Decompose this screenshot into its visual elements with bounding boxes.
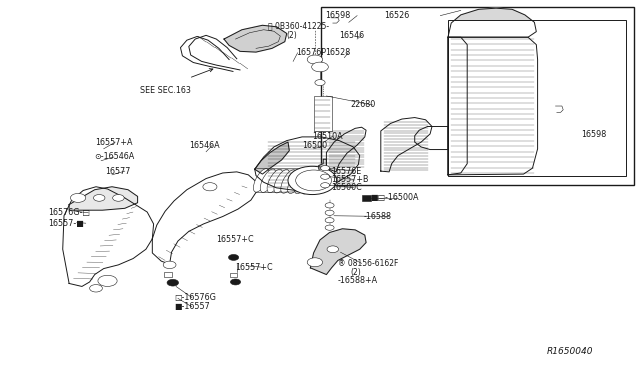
Polygon shape <box>255 137 360 190</box>
Text: 16598: 16598 <box>581 130 606 139</box>
Ellipse shape <box>287 170 303 193</box>
Circle shape <box>312 62 328 72</box>
Text: 16557+C: 16557+C <box>236 263 273 272</box>
Bar <box>314 96 332 131</box>
Circle shape <box>230 279 241 285</box>
Polygon shape <box>69 187 138 210</box>
Ellipse shape <box>294 170 310 194</box>
Text: 16576P: 16576P <box>296 48 326 57</box>
Ellipse shape <box>281 170 296 193</box>
Text: ⊙-16546A: ⊙-16546A <box>95 153 135 161</box>
Polygon shape <box>448 37 538 175</box>
Text: (2): (2) <box>287 31 298 40</box>
Text: 16546: 16546 <box>339 31 364 40</box>
Text: □-16576G: □-16576G <box>174 293 216 302</box>
Text: 16576E: 16576E <box>332 167 362 176</box>
Text: -16588: -16588 <box>364 212 392 221</box>
Ellipse shape <box>267 169 283 193</box>
Polygon shape <box>448 37 467 175</box>
Polygon shape <box>415 126 448 150</box>
Circle shape <box>307 55 323 64</box>
Circle shape <box>113 195 124 201</box>
Circle shape <box>98 275 117 286</box>
Bar <box>448 20 626 176</box>
Circle shape <box>325 225 334 230</box>
Ellipse shape <box>253 169 269 192</box>
Circle shape <box>321 183 330 188</box>
Bar <box>230 273 237 277</box>
Circle shape <box>167 279 179 286</box>
Circle shape <box>296 170 332 191</box>
Bar <box>362 195 371 201</box>
Ellipse shape <box>301 171 317 194</box>
Circle shape <box>203 183 217 191</box>
Polygon shape <box>319 159 326 169</box>
Text: Ⓢ 0B360-41225-: Ⓢ 0B360-41225- <box>268 22 329 31</box>
Text: 16500: 16500 <box>302 141 327 150</box>
Circle shape <box>327 246 339 253</box>
Text: SEE SEC.163: SEE SEC.163 <box>140 86 190 94</box>
Circle shape <box>163 261 176 269</box>
Text: 16576G-□: 16576G-□ <box>48 208 90 217</box>
Text: R1650040: R1650040 <box>547 347 594 356</box>
Ellipse shape <box>274 170 289 193</box>
Circle shape <box>70 193 86 202</box>
Polygon shape <box>63 187 154 286</box>
Polygon shape <box>255 142 289 174</box>
Circle shape <box>325 210 334 215</box>
Bar <box>321 7 634 185</box>
Text: 16557-■: 16557-■ <box>48 219 84 228</box>
Polygon shape <box>224 25 287 52</box>
Text: ■□-16500A: ■□-16500A <box>370 193 419 202</box>
Text: 16557+C: 16557+C <box>216 235 254 244</box>
Polygon shape <box>152 172 257 264</box>
Circle shape <box>296 171 328 190</box>
Bar <box>164 272 172 277</box>
Text: 16557+A: 16557+A <box>95 138 132 147</box>
Circle shape <box>315 80 325 86</box>
Text: 16546A: 16546A <box>189 141 220 150</box>
Ellipse shape <box>260 169 276 192</box>
Text: 16557+B: 16557+B <box>332 175 369 184</box>
Text: 16528: 16528 <box>325 48 350 57</box>
Text: (2): (2) <box>351 268 362 277</box>
Polygon shape <box>448 8 536 37</box>
Text: 16510A: 16510A <box>312 132 343 141</box>
Polygon shape <box>326 127 366 172</box>
Text: 16500C: 16500C <box>332 183 362 192</box>
Circle shape <box>325 203 334 208</box>
Text: ■-16557: ■-16557 <box>174 302 210 311</box>
Text: 16577: 16577 <box>106 167 131 176</box>
Circle shape <box>288 166 337 195</box>
Polygon shape <box>310 229 366 275</box>
Text: 16526: 16526 <box>384 11 409 20</box>
Circle shape <box>321 166 330 171</box>
Circle shape <box>90 285 102 292</box>
Circle shape <box>93 195 105 201</box>
Polygon shape <box>381 118 432 172</box>
Circle shape <box>325 218 334 223</box>
Text: 22680: 22680 <box>351 100 376 109</box>
Circle shape <box>228 254 239 260</box>
Text: ® 08156-6162F: ® 08156-6162F <box>338 259 398 268</box>
Circle shape <box>321 174 330 179</box>
Text: 16598: 16598 <box>325 11 350 20</box>
Text: -16588+A: -16588+A <box>338 276 378 285</box>
Circle shape <box>307 258 323 267</box>
